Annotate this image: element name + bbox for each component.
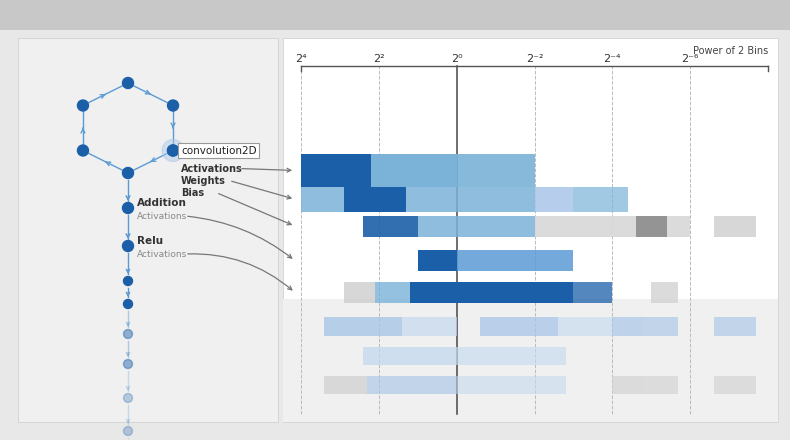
Bar [457, 154, 535, 187]
Text: 2⁻⁴: 2⁻⁴ [604, 54, 621, 64]
Bar [0, 0, 790, 30]
Bar [644, 377, 679, 394]
Bar [457, 250, 574, 271]
Text: Weights: Weights [181, 176, 226, 186]
Text: Activations: Activations [137, 249, 187, 259]
Text: 2⁻²: 2⁻² [526, 54, 544, 64]
Circle shape [122, 168, 134, 179]
Bar [363, 347, 457, 365]
Circle shape [123, 359, 133, 369]
Bar [457, 377, 566, 394]
Bar [283, 299, 778, 422]
Bar [713, 377, 756, 394]
Circle shape [162, 139, 184, 161]
Circle shape [123, 276, 133, 286]
Bar [325, 317, 402, 336]
Circle shape [122, 202, 134, 213]
Circle shape [123, 426, 133, 436]
Circle shape [167, 145, 179, 156]
Bar [283, 38, 778, 422]
Bar [344, 282, 375, 303]
Bar [402, 317, 457, 336]
Text: 2⁰: 2⁰ [451, 54, 462, 64]
Text: 2⁴: 2⁴ [295, 54, 307, 64]
Bar [558, 317, 612, 336]
Text: convolution2D: convolution2D [181, 146, 257, 155]
Circle shape [167, 100, 179, 111]
Bar [301, 154, 371, 187]
Bar [612, 377, 644, 394]
Bar [301, 187, 344, 212]
Bar [535, 187, 574, 212]
Circle shape [123, 393, 133, 403]
Text: Power of 2 Bins: Power of 2 Bins [693, 46, 768, 56]
Circle shape [123, 300, 133, 308]
Text: 2⁻⁶: 2⁻⁶ [682, 54, 699, 64]
Bar [636, 216, 667, 237]
Circle shape [167, 145, 179, 156]
Bar [18, 38, 278, 422]
Text: 2²: 2² [373, 54, 385, 64]
Bar [713, 216, 756, 237]
Text: Addition: Addition [137, 198, 187, 208]
Bar [574, 282, 612, 303]
Bar [344, 187, 406, 212]
Circle shape [123, 330, 133, 338]
Bar [418, 216, 535, 237]
Bar [457, 347, 566, 365]
Circle shape [77, 145, 88, 156]
Text: Relu: Relu [137, 236, 163, 246]
Text: Activations: Activations [137, 212, 187, 220]
Bar [375, 282, 410, 303]
Bar [535, 216, 690, 237]
Bar [410, 282, 574, 303]
Bar [612, 317, 644, 336]
Bar [363, 216, 418, 237]
Circle shape [77, 100, 88, 111]
Bar [371, 154, 457, 187]
Bar [325, 377, 367, 394]
Bar [644, 317, 679, 336]
Circle shape [122, 77, 134, 88]
Bar [480, 317, 558, 336]
Bar [418, 250, 457, 271]
Bar [651, 282, 679, 303]
Bar [713, 317, 756, 336]
Bar [367, 377, 457, 394]
Bar [574, 187, 628, 212]
Text: Activations: Activations [181, 164, 243, 173]
Circle shape [122, 241, 134, 252]
Bar [406, 187, 535, 212]
Text: Bias: Bias [181, 187, 204, 198]
